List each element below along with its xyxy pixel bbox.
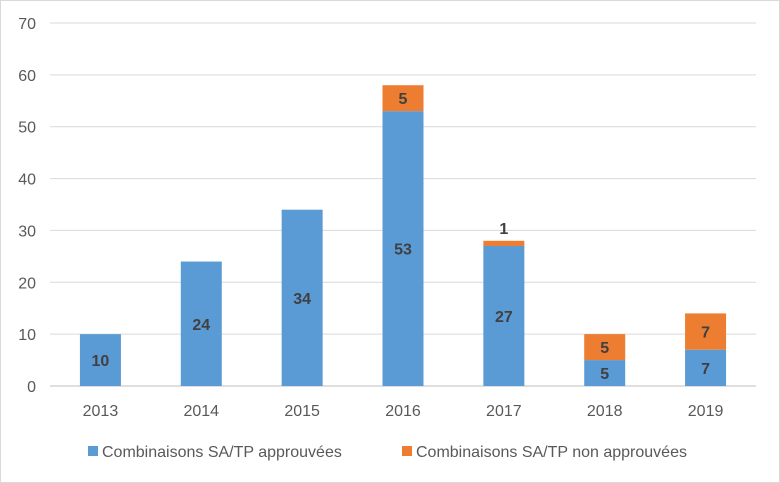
- data-labels: 10 24 34 53 5 27 1 5 5 7 7: [92, 91, 711, 383]
- x-tick-label: 2016: [385, 403, 421, 420]
- data-label: 34: [293, 291, 311, 308]
- x-tick-label: 2019: [688, 403, 724, 420]
- bar-approved-2018: [584, 360, 626, 386]
- data-label: 5: [600, 340, 609, 357]
- data-label: 7: [701, 325, 710, 342]
- bar-not-approved-2016: [382, 85, 424, 112]
- legend-swatch-approved: [88, 446, 98, 456]
- bar-approved-2014: [180, 261, 222, 386]
- bar-approved-2015: [281, 209, 323, 386]
- y-tick-label: 10: [18, 327, 36, 344]
- x-tick-label: 2015: [284, 403, 320, 420]
- data-label: 5: [399, 91, 408, 108]
- legend: Combinaisons SA/TP approuvées Combinaison…: [88, 444, 687, 461]
- y-tick-label: 50: [18, 120, 36, 137]
- data-label: 7: [701, 361, 710, 378]
- x-tick-label: 2018: [587, 403, 623, 420]
- data-label: 5: [600, 366, 609, 383]
- data-label: 10: [92, 353, 110, 370]
- y-tick-label: 60: [18, 68, 36, 85]
- x-tick-label: 2013: [83, 403, 119, 420]
- data-label: 1: [499, 221, 508, 238]
- y-tick-label: 40: [18, 172, 36, 189]
- y-tick-label: 70: [18, 16, 36, 33]
- y-axis-tick-labels: 0 10 20 30 40 50 60 70: [18, 16, 36, 396]
- legend-label-approved: Combinaisons SA/TP approuvées: [102, 444, 342, 461]
- legend-swatch-not-approved: [402, 446, 412, 456]
- data-label: 24: [192, 317, 210, 334]
- bar-not-approved-2019: [685, 313, 727, 350]
- x-tick-label: 2017: [486, 403, 522, 420]
- legend-label-not-approved: Combinaisons SA/TP non approuvées: [416, 444, 687, 461]
- y-tick-label: 0: [27, 379, 36, 396]
- data-label: 53: [394, 242, 412, 259]
- bars: [79, 85, 727, 387]
- bar-approved-2013: [79, 334, 121, 386]
- x-axis-tick-labels: 2013 2014 2015 2016 2017 2018 2019: [83, 403, 724, 420]
- bar-approved-2017: [483, 245, 525, 386]
- bar-not-approved-2018: [584, 334, 626, 361]
- data-label: 27: [495, 309, 513, 326]
- bar-approved-2016: [382, 111, 424, 387]
- bar-not-approved-2017: [483, 240, 525, 246]
- x-tick-label: 2014: [183, 403, 219, 420]
- y-tick-label: 30: [18, 223, 36, 240]
- bar-approved-2019: [685, 349, 727, 386]
- y-tick-label: 20: [18, 275, 36, 292]
